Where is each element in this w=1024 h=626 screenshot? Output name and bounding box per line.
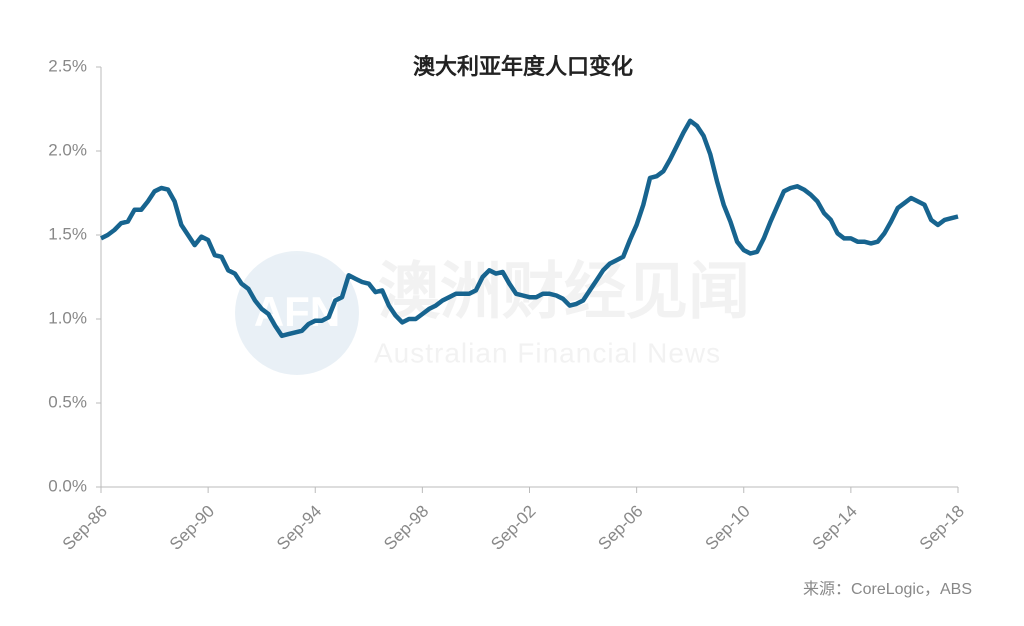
x-tick-label: Sep-86 bbox=[59, 502, 111, 554]
x-tick-label: Sep-02 bbox=[487, 502, 539, 554]
watermark-chinese: 澳洲财经见闻 bbox=[378, 257, 750, 326]
x-tick-label: Sep-10 bbox=[702, 502, 754, 554]
x-tick-label: Sep-06 bbox=[594, 502, 646, 554]
chart-title: 澳大利亚年度人口变化 bbox=[413, 54, 633, 79]
x-tick-label: Sep-18 bbox=[916, 502, 968, 554]
x-tick-label: Sep-98 bbox=[380, 502, 432, 554]
y-tick-label: 0.0% bbox=[48, 476, 87, 495]
y-tick-label: 0.5% bbox=[48, 392, 87, 411]
watermark: AFN 澳洲财经见闻 Australian Financial News bbox=[235, 251, 750, 375]
y-tick-label: 2.0% bbox=[48, 140, 87, 159]
data-line bbox=[99, 118, 959, 339]
x-tick-label: Sep-14 bbox=[809, 502, 861, 554]
watermark-english: Australian Financial News bbox=[374, 337, 721, 368]
source-note: 来源：CoreLogic，ABS bbox=[803, 580, 972, 598]
y-tick-label: 1.0% bbox=[48, 308, 87, 327]
y-tick-label: 2.5% bbox=[48, 56, 87, 75]
x-tick-label: Sep-94 bbox=[273, 502, 325, 554]
watermark-logo-circle bbox=[235, 251, 359, 375]
y-tick-label: 1.5% bbox=[48, 224, 87, 243]
x-tick-label: Sep-90 bbox=[166, 502, 218, 554]
